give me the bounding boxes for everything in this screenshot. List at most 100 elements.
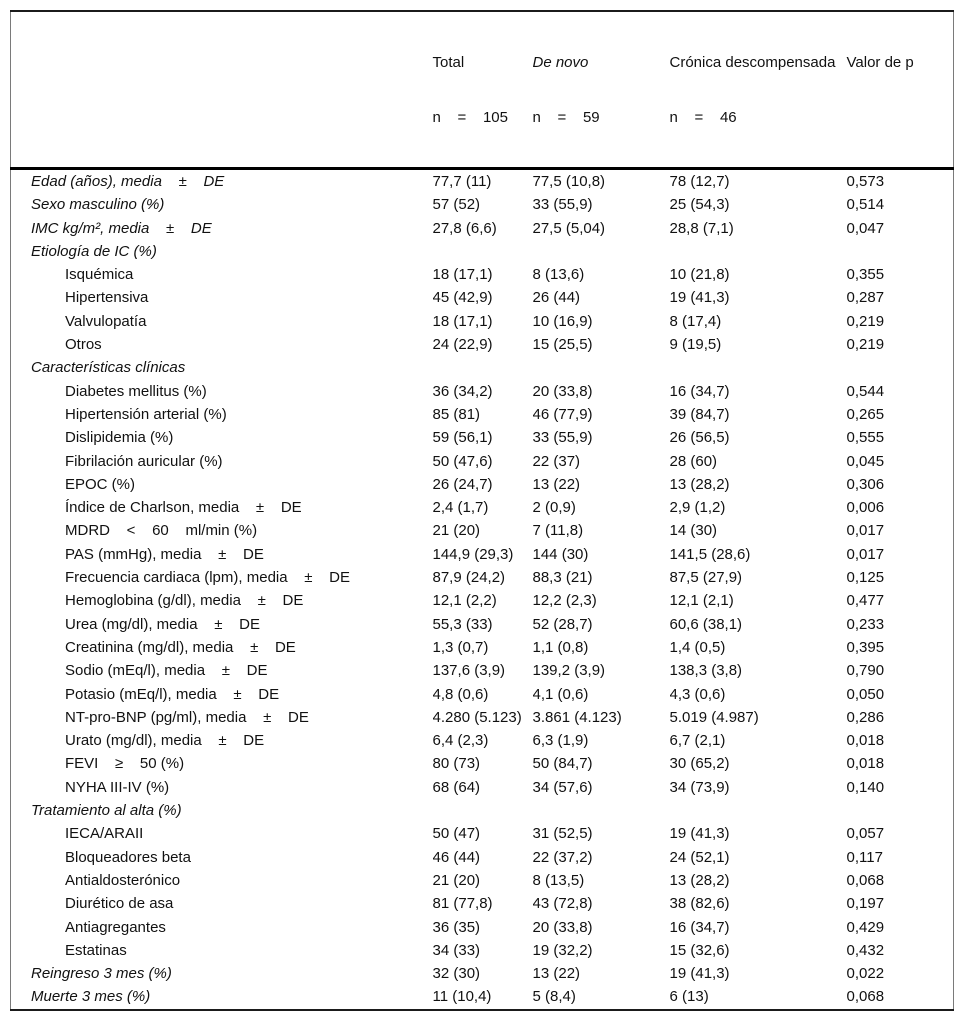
- table-row: Antiagregantes 36 (35) 20 (33,8) 16 (34,…: [11, 916, 954, 939]
- cell-pvalue: 0,047: [846, 219, 885, 237]
- cell-total: 55,3 (33): [432, 615, 493, 633]
- cell-total: 4.280 (5.123): [432, 708, 522, 726]
- table-row: Potasio (mEq/l), media ± DE 4,8 (0,6) 4,…: [11, 683, 954, 706]
- cell-cronica: 13 (28,2): [669, 871, 730, 889]
- header-cronica-title: Crónica descompensada: [669, 54, 836, 71]
- row-label: Creatinina (mg/dl), media ± DE: [65, 638, 296, 656]
- table-row: Otros 24 (22,9) 15 (25,5) 9 (19,5) 0,219: [11, 333, 954, 356]
- cell-cronica: 16 (34,7): [669, 382, 730, 400]
- cell-cronica: 34 (73,9): [669, 778, 730, 796]
- table-row: Sexo masculino (%) 57 (52) 33 (55,9) 25 …: [11, 193, 954, 216]
- cell-cronica: [670, 799, 847, 822]
- table-row: IECA/ARAII 50 (47) 31 (52,5) 19 (41,3) 0…: [11, 822, 954, 845]
- header-col-denovo: De novo n = 59: [532, 11, 670, 170]
- table-row: NYHA III-IV (%) 68 (64) 34 (57,6) 34 (73…: [11, 776, 954, 799]
- table-row: NT-pro-BNP (pg/ml), media ± DE 4.280 (5.…: [11, 706, 954, 729]
- row-label: Fibrilación auricular (%): [65, 452, 223, 470]
- row-label: Etiología de IC (%): [31, 242, 157, 260]
- cell-denovo: 139,2 (3,9): [532, 662, 606, 680]
- table-row: MDRD < 60 ml/min (%) 21 (20) 7 (11,8) 14…: [11, 519, 954, 542]
- table-row: Sodio (mEq/l), media ± DE 137,6 (3,9) 13…: [11, 659, 954, 682]
- row-label: EPOC (%): [65, 475, 136, 493]
- cell-denovo: 6,3 (1,9): [532, 732, 589, 750]
- cell-denovo: 1,1 (0,8): [532, 638, 589, 656]
- cell-total: [433, 799, 533, 822]
- row-label: Valvulopatía: [65, 312, 147, 330]
- cell-pvalue: 0,514: [846, 196, 885, 214]
- cell-total: 4,8 (0,6): [432, 685, 489, 703]
- cell-total: 68 (64): [432, 778, 481, 796]
- cell-pvalue: 0,018: [846, 732, 885, 750]
- cell-denovo: 46 (77,9): [532, 405, 593, 423]
- cell-denovo: 8 (13,5): [532, 871, 585, 889]
- cell-cronica: 60,6 (38,1): [669, 615, 743, 633]
- cell-denovo: 3.861 (4.123): [532, 708, 622, 726]
- table-row: Urea (mg/dl), media ± DE 55,3 (33) 52 (2…: [11, 613, 954, 636]
- cell-total: 32 (30): [432, 965, 481, 983]
- header-denovo-title: De novo: [532, 54, 589, 71]
- cell-cronica: 5.019 (4.987): [669, 708, 759, 726]
- table-row: IMC kg/m², media ± DE 27,8 (6,6) 27,5 (5…: [11, 217, 954, 240]
- table-row: Etiología de IC (%): [11, 240, 954, 263]
- table-row: Índice de Charlson, media ± DE 2,4 (1,7)…: [11, 496, 954, 519]
- cell-pvalue: [847, 240, 954, 263]
- table-row: Urato (mg/dl), media ± DE 6,4 (2,3) 6,3 …: [11, 729, 954, 752]
- row-label: Antiagregantes: [65, 918, 166, 936]
- table-row: Tratamiento al alta (%): [11, 799, 954, 822]
- cell-total: 18 (17,1): [432, 266, 493, 284]
- cell-cronica: 38 (82,6): [669, 895, 730, 913]
- table-row: Muerte 3 mes (%) 11 (10,4) 5 (8,4) 6 (13…: [11, 985, 954, 1009]
- cell-denovo: 12,2 (2,3): [532, 592, 597, 610]
- cell-total: 85 (81): [432, 405, 481, 423]
- cell-pvalue: 0,477: [846, 592, 885, 610]
- header-row: Total n = 105 De novo n = 59 Crónica des…: [10, 11, 954, 170]
- cell-denovo: 27,5 (5,04): [532, 219, 606, 237]
- cell-denovo: 77,5 (10,8): [532, 173, 606, 190]
- cell-pvalue: 0,197: [846, 895, 885, 913]
- cell-total: 26 (24,7): [432, 475, 493, 493]
- cell-denovo: 31 (52,5): [532, 825, 593, 843]
- cell-denovo: 88,3 (21): [532, 569, 593, 587]
- cell-denovo: [533, 799, 670, 822]
- cell-denovo: 13 (22): [532, 965, 581, 983]
- cell-cronica: 13 (28,2): [669, 475, 730, 493]
- table-row: FEVI ≥ 50 (%) 80 (73) 50 (84,7) 30 (65,2…: [11, 752, 954, 775]
- cell-denovo: 20 (33,8): [532, 918, 593, 936]
- cell-pvalue: 0,017: [846, 522, 885, 540]
- cell-pvalue: 0,050: [846, 685, 885, 703]
- header-col-pvalue: Valor de p: [846, 11, 954, 170]
- table-row: Valvulopatía 18 (17,1) 10 (16,9) 8 (17,4…: [11, 310, 954, 333]
- table-row: Hipertensiva 45 (42,9) 26 (44) 19 (41,3)…: [11, 286, 954, 309]
- cell-cronica: 16 (34,7): [669, 918, 730, 936]
- header-pvalue-title: Valor de p: [846, 54, 914, 71]
- cell-total: 45 (42,9): [432, 289, 493, 307]
- cell-denovo: 2 (0,9): [532, 499, 576, 517]
- cell-cronica: 19 (41,3): [669, 965, 730, 983]
- cell-total: 1,3 (0,7): [432, 638, 489, 656]
- row-label: Sexo masculino (%): [31, 196, 165, 214]
- cell-cronica: 78 (12,7): [669, 173, 730, 190]
- row-label: FEVI ≥ 50 (%): [65, 755, 185, 773]
- header-cronica-n: n = 46: [669, 109, 737, 126]
- cell-pvalue: 0,790: [846, 662, 885, 680]
- cell-total: 36 (35): [432, 918, 481, 936]
- cell-cronica: 14 (30): [669, 522, 718, 540]
- cell-total: 87,9 (24,2): [432, 569, 506, 587]
- cell-pvalue: 0,265: [846, 405, 885, 423]
- row-label: IMC kg/m², media ± DE: [31, 219, 212, 237]
- cell-cronica: 15 (32,6): [669, 941, 730, 959]
- cell-total: 46 (44): [432, 848, 481, 866]
- table-row: Creatinina (mg/dl), media ± DE 1,3 (0,7)…: [11, 636, 954, 659]
- table-row: Antialdosterónico 21 (20) 8 (13,5) 13 (2…: [11, 869, 954, 892]
- cell-cronica: 6,7 (2,1): [669, 732, 726, 750]
- cell-total: 144,9 (29,3): [432, 545, 514, 563]
- table-row: EPOC (%) 26 (24,7) 13 (22) 13 (28,2) 0,3…: [11, 473, 954, 496]
- cell-pvalue: 0,045: [846, 452, 885, 470]
- cell-cronica: 9 (19,5): [669, 336, 722, 354]
- cell-denovo: 22 (37): [532, 452, 581, 470]
- cell-denovo: 15 (25,5): [532, 336, 593, 354]
- cell-cronica: 28 (60): [669, 452, 718, 470]
- cell-total: 50 (47): [432, 825, 481, 843]
- cell-pvalue: 0,573: [846, 173, 885, 190]
- cell-cronica: [670, 356, 847, 379]
